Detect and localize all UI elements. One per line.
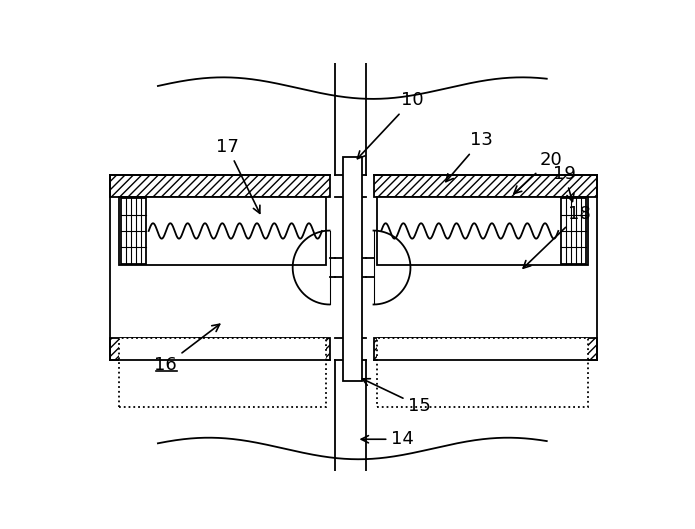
Text: 15: 15: [362, 379, 431, 415]
Text: 20: 20: [514, 151, 562, 194]
Text: 16: 16: [154, 324, 220, 375]
Bar: [120, 339, 326, 407]
Bar: [111, 175, 329, 197]
Text: 18: 18: [523, 205, 591, 268]
Bar: [111, 339, 329, 360]
Bar: [377, 197, 587, 265]
Bar: [120, 197, 326, 265]
Bar: [343, 158, 362, 381]
Bar: [121, 198, 147, 263]
Bar: [373, 175, 597, 197]
Bar: [377, 339, 587, 407]
Text: 19: 19: [553, 165, 576, 202]
Text: 17: 17: [215, 138, 260, 213]
Text: 10: 10: [357, 92, 423, 159]
Bar: [561, 198, 586, 263]
Text: 14: 14: [361, 430, 414, 448]
Bar: [373, 339, 597, 360]
Text: 13: 13: [446, 132, 493, 181]
